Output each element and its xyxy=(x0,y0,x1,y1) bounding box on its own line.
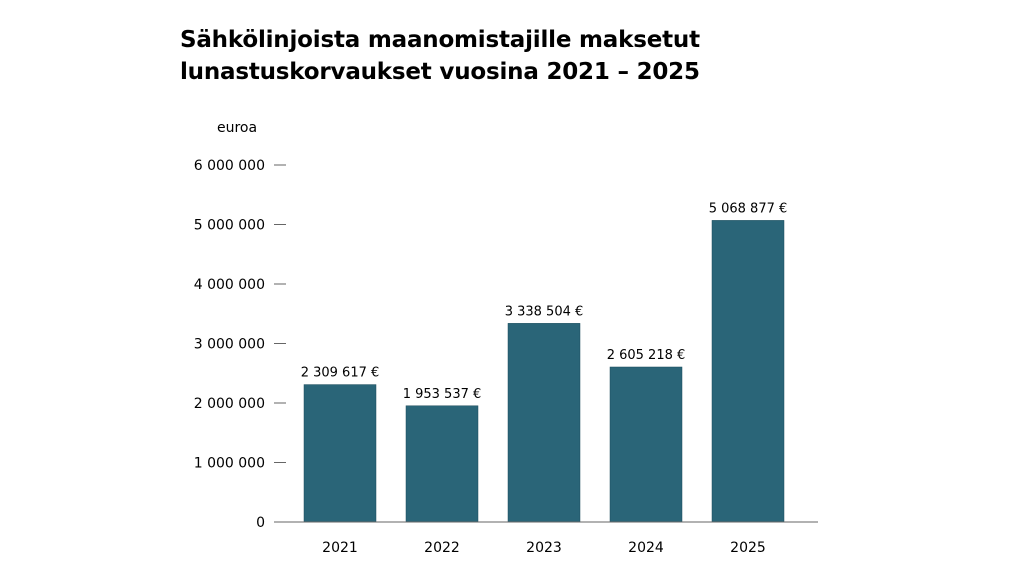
y-tick-label: 3 000 000 xyxy=(194,337,265,353)
y-tick-label: 0 xyxy=(256,515,265,531)
x-tick-label-2021: 2021 xyxy=(322,540,358,556)
bar-2022 xyxy=(405,405,479,523)
x-tick-label-2023: 2023 xyxy=(526,540,562,556)
x-tick-label-2025: 2025 xyxy=(730,540,766,556)
y-tick-label: 1 000 000 xyxy=(194,456,265,472)
bar-2024 xyxy=(609,366,683,523)
y-tick-label: 2 000 000 xyxy=(194,396,265,412)
data-label-2024: 2 605 218 € xyxy=(607,348,686,363)
y-tick-label: 4 000 000 xyxy=(194,277,265,293)
bar-2023 xyxy=(507,323,581,523)
x-tick-label-2024: 2024 xyxy=(628,540,664,556)
data-labels: 2 309 617 € 1 953 537 € 3 338 504 € 2 605 2… xyxy=(301,201,788,401)
chart-title-line-1: Sähkölinjoista maanomistajille maksetut xyxy=(180,27,700,53)
data-label-2025: 5 068 877 € xyxy=(709,201,788,216)
x-tick-label-2022: 2022 xyxy=(424,540,460,556)
data-label-2023: 3 338 504 € xyxy=(505,304,584,319)
chart-title: Sähkölinjoista maanomistajille maksetut … xyxy=(180,24,980,88)
bar-2021 xyxy=(303,384,377,523)
data-label-2021: 2 309 617 € xyxy=(301,366,380,381)
data-label-2022: 1 953 537 € xyxy=(403,387,482,402)
y-axis: 0 1 000 000 2 000 000 3 000 000 4 000 000 5 0… xyxy=(194,158,286,531)
chart-title-line-2: lunastuskorvaukset vuosina 2021 – 2025 xyxy=(180,59,700,85)
bar-2025 xyxy=(711,220,785,523)
y-axis-unit-label: euroa xyxy=(217,120,257,136)
bars xyxy=(303,220,785,523)
y-tick-label: 6 000 000 xyxy=(194,158,265,174)
y-tick-label: 5 000 000 xyxy=(194,218,265,234)
x-axis: 2021 2022 2023 2024 2025 xyxy=(322,540,766,556)
